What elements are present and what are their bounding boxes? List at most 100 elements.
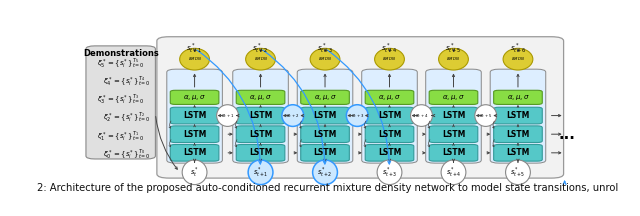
- Ellipse shape: [312, 160, 337, 185]
- FancyBboxPatch shape: [301, 126, 349, 143]
- Text: $s^*_{t+4}$: $s^*_{t+4}$: [381, 41, 398, 55]
- Text: $s_{t+4}$: $s_{t+4}$: [415, 112, 428, 119]
- Text: $\varepsilon_{MDN}$: $\varepsilon_{MDN}$: [511, 55, 525, 63]
- Ellipse shape: [503, 48, 533, 70]
- Text: LSTM: LSTM: [442, 148, 465, 157]
- Text: $\alpha, \mu, \sigma$: $\alpha, \mu, \sigma$: [183, 93, 206, 102]
- Text: $\alpha, \mu, \sigma$: $\alpha, \mu, \sigma$: [506, 93, 529, 102]
- Text: $s^*_{t+2}$: $s^*_{t+2}$: [317, 165, 333, 179]
- Text: LSTM: LSTM: [314, 130, 337, 139]
- Text: ...: ...: [558, 127, 575, 142]
- FancyBboxPatch shape: [493, 145, 542, 161]
- Text: $s^*_{t+1}$: $s^*_{t+1}$: [253, 165, 268, 179]
- Text: $\alpha, \mu, \sigma$: $\alpha, \mu, \sigma$: [378, 93, 401, 102]
- Text: $\varepsilon_{MDN}$: $\varepsilon_{MDN}$: [383, 55, 397, 63]
- Ellipse shape: [310, 48, 340, 70]
- Text: $s^*_{t+6}$: $s^*_{t+6}$: [509, 41, 527, 55]
- Text: $\xi_4^* = \{s_i^*\}_{t=0}^{T_4}$: $\xi_4^* = \{s_i^*\}_{t=0}^{T_4}$: [102, 75, 150, 89]
- FancyBboxPatch shape: [429, 126, 478, 143]
- Text: LSTM: LSTM: [506, 130, 530, 139]
- Text: LSTM: LSTM: [506, 148, 530, 157]
- Text: LSTM: LSTM: [442, 130, 465, 139]
- FancyBboxPatch shape: [236, 145, 285, 161]
- Ellipse shape: [411, 105, 433, 126]
- FancyBboxPatch shape: [236, 126, 285, 143]
- Text: $s^*_{t+1}$: $s^*_{t+1}$: [186, 41, 203, 55]
- Ellipse shape: [248, 160, 273, 185]
- Text: LSTM: LSTM: [314, 148, 337, 157]
- Text: LSTM: LSTM: [378, 111, 401, 120]
- Text: $s_{t+2}$: $s_{t+2}$: [286, 112, 300, 119]
- FancyBboxPatch shape: [301, 107, 349, 124]
- Text: $s^*_{t+5}$: $s^*_{t+5}$: [510, 165, 525, 179]
- Text: $\xi_3^* = \{s_i^*\}_{t=0}^{T_3}$: $\xi_3^* = \{s_i^*\}_{t=0}^{T_3}$: [97, 93, 145, 107]
- FancyBboxPatch shape: [493, 90, 542, 104]
- FancyBboxPatch shape: [86, 46, 156, 159]
- Text: LSTM: LSTM: [378, 130, 401, 139]
- FancyBboxPatch shape: [493, 107, 542, 124]
- Text: $\xi_1^* = \{s_i^*\}_{t=0}^{T_1}$: $\xi_1^* = \{s_i^*\}_{t=0}^{T_1}$: [97, 129, 145, 144]
- FancyBboxPatch shape: [429, 107, 478, 124]
- FancyBboxPatch shape: [429, 145, 478, 161]
- Ellipse shape: [374, 48, 404, 70]
- Text: $s^*_{t+3}$: $s^*_{t+3}$: [381, 165, 397, 179]
- Text: $s^*_{t+5}$: $s^*_{t+5}$: [445, 41, 462, 55]
- Text: LSTM: LSTM: [442, 111, 465, 120]
- Text: LSTM: LSTM: [183, 111, 206, 120]
- FancyBboxPatch shape: [429, 90, 478, 104]
- Text: $\xi_5^* = \{s_i^*\}_{t=0}^{T_5}$: $\xi_5^* = \{s_i^*\}_{t=0}^{T_5}$: [97, 56, 145, 71]
- FancyBboxPatch shape: [365, 107, 414, 124]
- FancyBboxPatch shape: [170, 107, 219, 124]
- Text: $s_{t+5}$: $s_{t+5}$: [479, 112, 492, 119]
- Ellipse shape: [182, 160, 207, 185]
- FancyBboxPatch shape: [157, 37, 564, 178]
- FancyBboxPatch shape: [170, 90, 219, 104]
- FancyBboxPatch shape: [301, 145, 349, 161]
- Text: LSTM: LSTM: [506, 111, 530, 120]
- Text: $\alpha, \mu, \sigma$: $\alpha, \mu, \sigma$: [314, 93, 337, 102]
- Ellipse shape: [282, 105, 304, 126]
- FancyBboxPatch shape: [365, 90, 414, 104]
- FancyBboxPatch shape: [170, 126, 219, 143]
- Text: Demonstrations: Demonstrations: [83, 49, 159, 58]
- Text: 2: Architecture of the proposed auto-conditioned recurrent mixture density netwo: 2: Architecture of the proposed auto-con…: [37, 183, 619, 193]
- Text: LSTM: LSTM: [183, 148, 206, 157]
- Text: $s^*_{t+2}$: $s^*_{t+2}$: [252, 41, 269, 55]
- Text: $\alpha, \mu, \sigma$: $\alpha, \mu, \sigma$: [442, 93, 465, 102]
- Text: $s_{t+3}$: $s_{t+3}$: [351, 112, 364, 119]
- Ellipse shape: [346, 105, 368, 126]
- Ellipse shape: [506, 160, 531, 185]
- FancyBboxPatch shape: [170, 145, 219, 161]
- FancyBboxPatch shape: [490, 69, 546, 163]
- Text: $\xi_2^* = \{s_i^*\}_{t=0}^{T_2}$: $\xi_2^* = \{s_i^*\}_{t=0}^{T_2}$: [102, 111, 150, 125]
- Text: $\varepsilon_{MDN}$: $\varepsilon_{MDN}$: [188, 55, 202, 63]
- Text: LSTM: LSTM: [314, 111, 337, 120]
- Text: LSTM: LSTM: [378, 148, 401, 157]
- Text: LSTM: LSTM: [183, 130, 206, 139]
- Ellipse shape: [441, 160, 466, 185]
- Ellipse shape: [377, 160, 402, 185]
- FancyBboxPatch shape: [365, 145, 414, 161]
- Text: LSTM: LSTM: [249, 148, 272, 157]
- Text: $\xi_0^* = \{s_i^*\}_{t=0}^{T_0}$: $\xi_0^* = \{s_i^*\}_{t=0}^{T_0}$: [102, 148, 150, 162]
- FancyBboxPatch shape: [167, 69, 222, 163]
- Ellipse shape: [475, 105, 497, 126]
- Text: LSTM: LSTM: [249, 130, 272, 139]
- Text: $\varepsilon_{MDN}$: $\varepsilon_{MDN}$: [253, 55, 268, 63]
- Text: $s^*_t$: $s^*_t$: [190, 165, 199, 179]
- Text: $\alpha, \mu, \sigma$: $\alpha, \mu, \sigma$: [249, 93, 272, 102]
- FancyBboxPatch shape: [493, 126, 542, 143]
- Ellipse shape: [217, 105, 239, 126]
- Ellipse shape: [180, 48, 209, 70]
- Text: $s^*_{t+4}$: $s^*_{t+4}$: [445, 165, 461, 179]
- Ellipse shape: [246, 48, 275, 70]
- FancyBboxPatch shape: [233, 69, 288, 163]
- FancyBboxPatch shape: [297, 69, 353, 163]
- Text: $s_{t+1}$: $s_{t+1}$: [221, 112, 234, 119]
- FancyBboxPatch shape: [365, 126, 414, 143]
- FancyBboxPatch shape: [236, 107, 285, 124]
- Text: $s^*_{t+3}$: $s^*_{t+3}$: [317, 41, 333, 55]
- Text: LSTM: LSTM: [249, 111, 272, 120]
- FancyBboxPatch shape: [236, 90, 285, 104]
- FancyBboxPatch shape: [426, 69, 481, 163]
